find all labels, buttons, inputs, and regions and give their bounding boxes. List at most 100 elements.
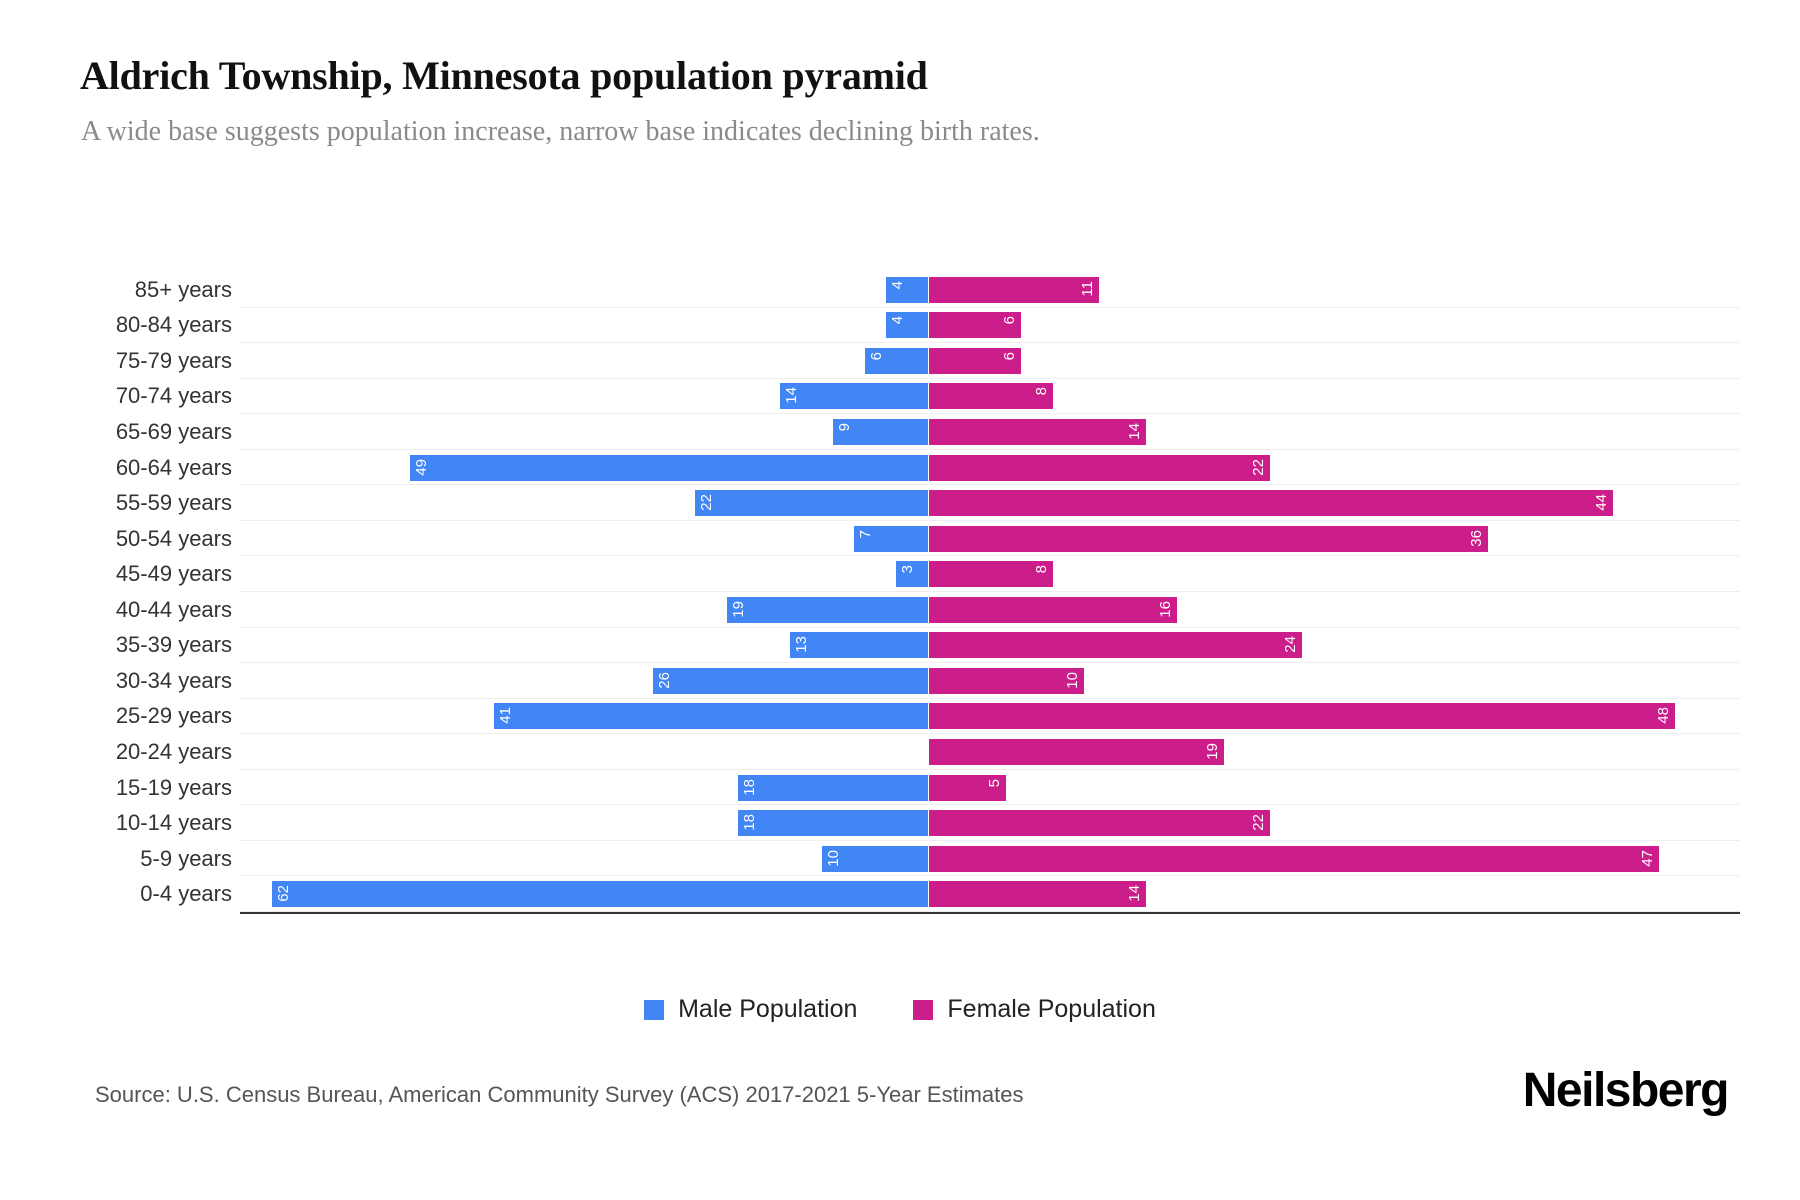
male-bar[interactable]: 49 (409, 454, 928, 481)
female-bar-value: 36 (1468, 529, 1486, 547)
female-bar-value: 8 (1032, 565, 1050, 574)
female-bar[interactable]: 8 (928, 561, 1053, 588)
female-bar-value: 14 (1125, 422, 1143, 440)
y-axis-label: 70-74 years (115, 383, 232, 409)
gridline (240, 413, 1740, 415)
gridline (240, 768, 1740, 770)
male-bar-value: 13 (793, 636, 811, 653)
chart-row: 45-49 years 3 8 (116, 556, 1740, 592)
male-bar[interactable]: 22 (695, 490, 928, 517)
y-axis-label: 35-39 years (115, 632, 232, 658)
female-bar[interactable]: 19 (928, 738, 1224, 765)
source-note: Source: U.S. Census Bureau, American Com… (95, 1082, 1024, 1107)
male-bar[interactable]: 14 (779, 383, 928, 410)
female-bar[interactable]: 14 (928, 881, 1146, 908)
chart-row: 35-39 years 13 24 (116, 628, 1740, 664)
female-bar[interactable]: 47 (928, 845, 1660, 872)
male-bar[interactable]: 13 (790, 632, 928, 659)
y-axis-label: 45-49 years (115, 561, 232, 587)
female-bar-value: 8 (1032, 387, 1050, 396)
male-bar-value: 19 (729, 600, 747, 618)
male-bar[interactable]: 9 (832, 418, 928, 445)
y-axis-label: 30-34 years (115, 667, 232, 693)
female-bar[interactable]: 24 (928, 632, 1302, 659)
male-bar[interactable]: 4 (885, 276, 928, 303)
male-bar[interactable]: 10 (822, 845, 928, 872)
female-bar[interactable]: 48 (928, 703, 1675, 730)
female-bar-value: 5 (985, 778, 1003, 787)
female-bar-value: 24 (1281, 636, 1299, 653)
chart-row: 60-64 years 49 22 (116, 450, 1740, 486)
gridline (240, 804, 1740, 806)
female-bar[interactable]: 5 (928, 774, 1006, 801)
female-bar[interactable]: 10 (928, 667, 1084, 694)
y-axis-label: 60-64 years (115, 454, 232, 480)
y-axis-label: 50-54 years (115, 525, 232, 551)
male-bar-value: 49 (412, 458, 430, 476)
male-bar[interactable]: 19 (726, 596, 928, 623)
gridline (240, 733, 1740, 735)
chart-row: 30-34 years 26 10 (116, 663, 1740, 699)
female-bar[interactable]: 22 (928, 454, 1271, 481)
female-bar[interactable]: 36 (928, 525, 1489, 552)
female-bar[interactable]: 8 (928, 383, 1053, 410)
chart-row: 70-74 years 14 8 (116, 379, 1740, 415)
female-bar[interactable]: 11 (928, 276, 1100, 303)
y-axis-label: 25-29 years (115, 703, 232, 729)
male-bar-value: 10 (825, 849, 843, 867)
gridline (240, 342, 1740, 344)
male-bar[interactable]: 7 (853, 525, 928, 552)
male-bar-value: 4 (888, 316, 906, 325)
male-bar-value: 62 (275, 885, 292, 902)
y-axis-label: 15-19 years (115, 774, 232, 800)
chart-row: 15-19 years 18 5 (116, 770, 1740, 806)
chart-row: 50-54 years 7 36 (116, 521, 1740, 557)
male-bar[interactable]: 4 (885, 312, 928, 339)
male-bar[interactable]: 6 (864, 347, 928, 374)
legend-label-male: Male Population (678, 995, 858, 1023)
female-color-swatch-icon (913, 999, 934, 1020)
female-bar-value: 6 (1001, 351, 1019, 361)
gridline (240, 448, 1740, 450)
legend-label-female: Female Population (947, 995, 1156, 1023)
female-bar-value: 10 (1063, 671, 1081, 689)
y-axis-label: 55-59 years (115, 490, 232, 516)
chart-rows: 85+ years 4 11 80-84 years 4 6 75-79 years 6 6 70… (116, 272, 1740, 912)
male-bar-value: 9 (835, 422, 853, 432)
brand-logo: Neilsberg (1522, 1064, 1730, 1117)
page-subtitle: A wide base suggests population increase… (81, 116, 1040, 147)
female-bar[interactable]: 16 (928, 596, 1177, 623)
male-bar-value: 4 (888, 280, 906, 290)
male-bar[interactable]: 18 (737, 810, 928, 837)
gridline (240, 697, 1740, 699)
female-bar-value: 11 (1079, 280, 1097, 297)
chart-row: 55-59 years 22 44 (116, 485, 1740, 521)
male-bar-value: 41 (497, 707, 515, 725)
male-bar[interactable]: 62 (272, 881, 928, 908)
female-bar-value: 44 (1592, 494, 1610, 511)
male-bar-value: 18 (740, 814, 758, 831)
chart-row: 10-14 years 18 22 (116, 805, 1740, 841)
female-bar[interactable]: 6 (928, 347, 1022, 374)
male-bar[interactable]: 41 (494, 703, 928, 730)
chart-row: 5-9 years 10 47 (140, 841, 1740, 877)
female-bar[interactable]: 14 (928, 418, 1146, 445)
female-bar-value: 48 (1655, 707, 1672, 725)
gridline (240, 839, 1740, 841)
male-bar[interactable]: 3 (896, 561, 928, 588)
female-bar[interactable]: 6 (928, 312, 1022, 339)
gridline (240, 875, 1740, 877)
male-bar[interactable]: 26 (652, 667, 928, 694)
legend-item-female[interactable]: Female Population (913, 995, 1156, 1024)
male-bar-value: 22 (698, 494, 716, 511)
gridline (240, 377, 1740, 379)
y-axis-label: 0-4 years (140, 881, 232, 907)
female-bar-value: 22 (1250, 814, 1268, 831)
legend-item-male[interactable]: Male Population (644, 995, 857, 1024)
female-bar-value: 47 (1639, 849, 1657, 867)
y-axis-label: 10-14 years (115, 810, 232, 836)
male-bar[interactable]: 18 (737, 774, 928, 801)
female-bar[interactable]: 22 (928, 810, 1271, 837)
female-bar[interactable]: 44 (928, 490, 1613, 517)
y-axis-label: 20-24 years (115, 738, 232, 764)
